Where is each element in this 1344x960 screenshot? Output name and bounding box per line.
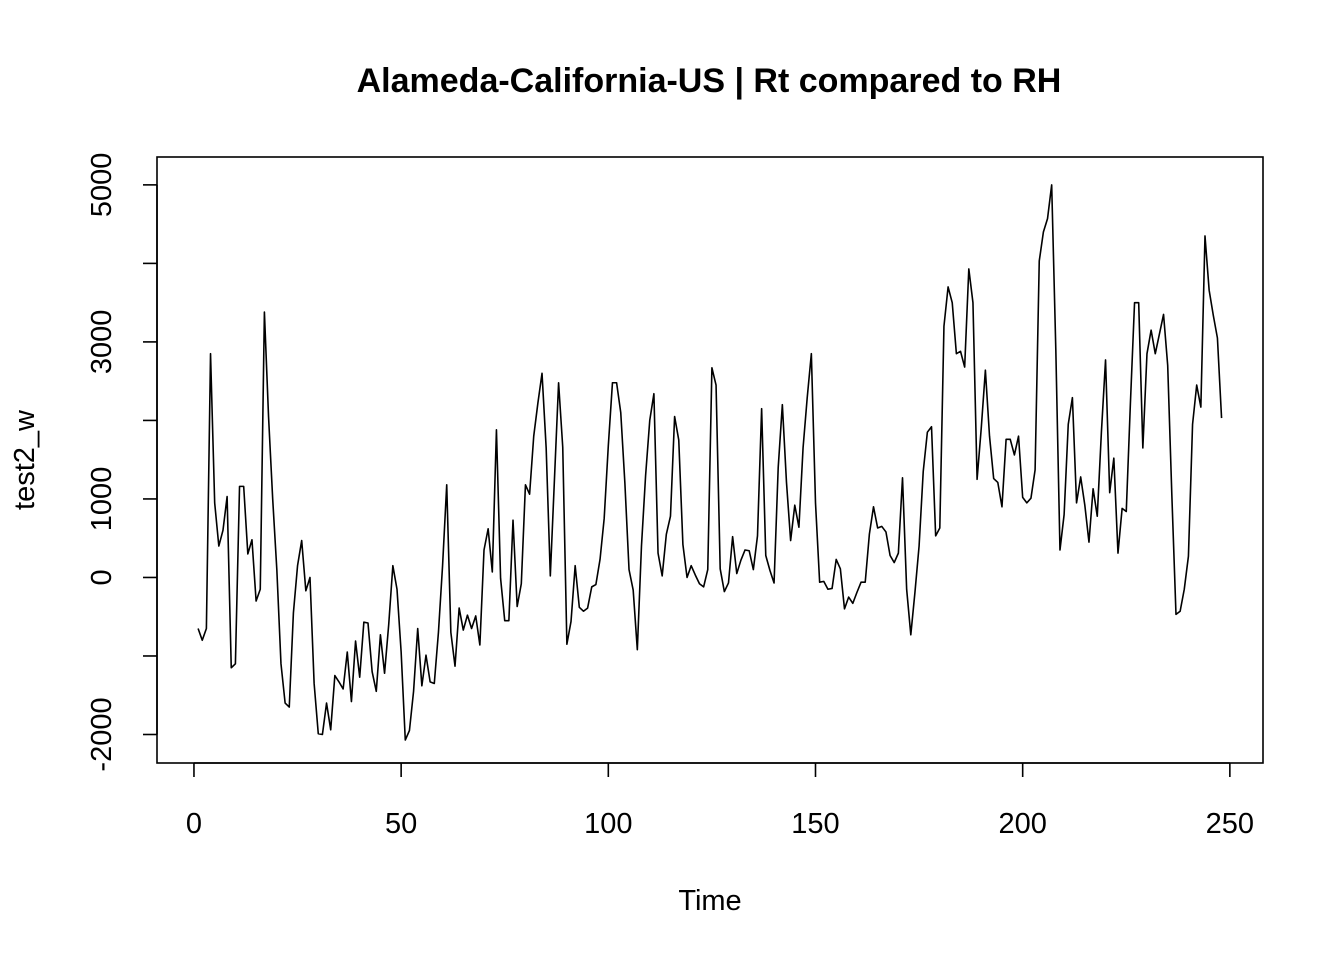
chart-title: Alameda-California-US | Rt compared to R… [357, 62, 1062, 100]
y-axis: -2000 0 1000 3000 5000 [86, 153, 158, 772]
y-tick-label: 0 [86, 569, 118, 585]
x-tick-label: 50 [385, 808, 417, 840]
series-line [197, 184, 1223, 741]
x-axis-label: Time [678, 885, 741, 917]
y-tick-label: 3000 [86, 310, 118, 375]
y-axis-label: test2_w [9, 409, 41, 510]
x-tick-label: 0 [186, 808, 202, 840]
x-axis: 0 50 100 150 200 250 [186, 762, 1254, 840]
x-tick-label: 150 [791, 808, 839, 840]
y-tick-label: 5000 [86, 153, 118, 218]
x-tick-label: 200 [998, 808, 1046, 840]
y-tick-label: 1000 [86, 467, 118, 532]
x-tick-label: 250 [1206, 808, 1254, 840]
y-tick-label: -2000 [86, 697, 118, 771]
x-tick-label: 100 [584, 808, 632, 840]
